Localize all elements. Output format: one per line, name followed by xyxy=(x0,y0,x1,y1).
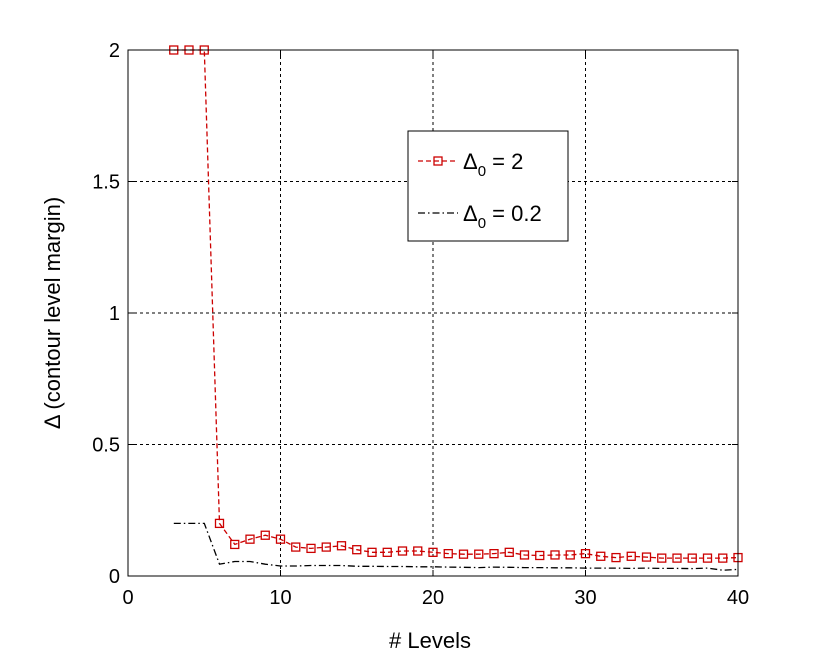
data-point-marker xyxy=(519,550,530,560)
data-point-marker xyxy=(474,549,484,559)
y-tick-label: 1.5 xyxy=(92,172,120,194)
data-point-marker xyxy=(458,549,469,559)
data-point-marker xyxy=(687,553,697,563)
x-tick-label: 30 xyxy=(574,587,596,609)
x-tick-label: 10 xyxy=(269,587,291,609)
data-point-marker xyxy=(504,547,514,557)
data-point-marker xyxy=(260,530,270,540)
data-point-marker xyxy=(702,553,713,563)
data-point-marker xyxy=(214,518,225,529)
axis-ticks xyxy=(127,49,739,577)
data-point-marker xyxy=(275,534,286,544)
data-point-marker xyxy=(245,534,255,544)
data-point-marker xyxy=(230,539,240,550)
data-point-marker xyxy=(489,548,499,559)
legend-box xyxy=(407,130,569,242)
data-point-marker xyxy=(565,550,575,560)
y-tick-label: 0.5 xyxy=(92,435,120,457)
data-point-marker xyxy=(657,553,667,563)
data-point-marker xyxy=(367,547,377,557)
y-axis-label: Δ (contour level margin) xyxy=(40,197,65,429)
data-point-marker xyxy=(641,552,652,562)
data-point-marker xyxy=(291,542,301,552)
data-point-marker xyxy=(321,542,331,552)
data-point-marker xyxy=(352,545,362,555)
data-point-marker xyxy=(626,551,636,561)
series-line-2 xyxy=(173,522,739,571)
data-point-marker xyxy=(580,548,591,559)
data-point-marker xyxy=(672,553,682,563)
data-point-marker xyxy=(718,553,728,563)
legend-label-2: Δ0 = 0.2 xyxy=(463,201,542,232)
series-line-1 xyxy=(173,49,739,559)
y-tick-label: 2 xyxy=(109,40,120,62)
y-tick-label: 0 xyxy=(109,566,120,588)
data-point-marker xyxy=(397,546,408,556)
data-point-marker xyxy=(535,550,545,561)
x-tick-label: 20 xyxy=(422,587,444,609)
data-point-marker xyxy=(596,551,606,561)
y-tick-label: 1 xyxy=(109,303,120,325)
legend: Δ0 = 2 Δ0 = 0.2 xyxy=(407,130,569,242)
legend-label-1: Δ0 = 2 xyxy=(463,149,523,180)
grid-lines xyxy=(128,50,738,576)
x-axis-label: # Levels xyxy=(389,628,471,653)
x-tick-label: 40 xyxy=(727,587,749,609)
x-tick-label: 0 xyxy=(122,587,133,609)
data-point-marker xyxy=(428,547,438,557)
data-point-marker xyxy=(382,547,392,557)
legend-marker xyxy=(433,156,443,166)
tick-labels: 0 10 20 30 40 0 0.5 1 1.5 2 xyxy=(92,40,749,609)
data-point-marker xyxy=(336,541,347,551)
data-point-marker xyxy=(413,546,423,556)
data-point-marker xyxy=(611,552,621,563)
data-point-marker xyxy=(443,548,453,559)
data-point-marker xyxy=(550,550,560,560)
data-point-marker xyxy=(306,543,316,554)
